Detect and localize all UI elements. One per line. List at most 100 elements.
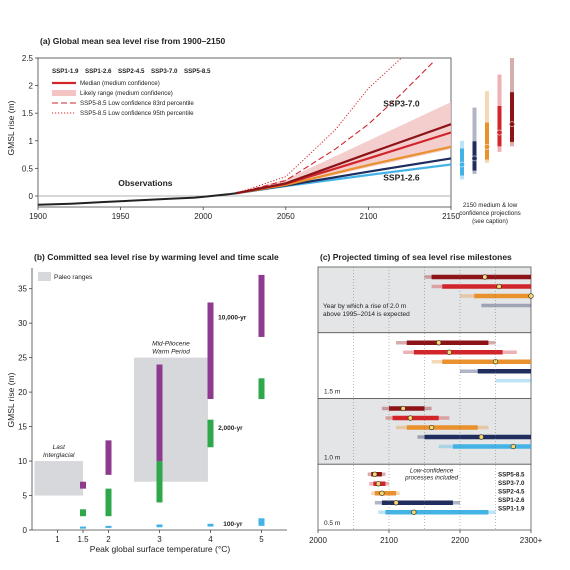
- panel-b-ylabel: GMSL rise (m): [6, 372, 16, 427]
- milestone-label: 0.5 m: [324, 520, 340, 527]
- paleo-label: Interglacial: [43, 452, 75, 459]
- x-tick-label: 2150: [442, 212, 460, 221]
- ssp585-83rd-line: [236, 60, 435, 194]
- bar-100-yr: [80, 526, 86, 529]
- paleo-box: [34, 461, 83, 496]
- legend-swatch-likely: [52, 90, 76, 96]
- y-tick-label: 0: [23, 526, 28, 535]
- median-marker-ssp585: [482, 274, 488, 280]
- x-tick-label: 4: [208, 535, 213, 544]
- observations-line: [37, 192, 237, 206]
- bar-2,000-yr: [156, 461, 163, 503]
- legend-ssp126: SSP1-2.6: [498, 497, 525, 504]
- legend-ssp585: SSP5-8.5: [184, 68, 211, 75]
- x-tick-label: 2000: [309, 536, 327, 545]
- bar-100-yr: [105, 525, 112, 528]
- right-caption-line: 2150 medium & low: [463, 202, 518, 209]
- y-tick-label: 1.5: [22, 109, 34, 118]
- range-bar-median-ssp585: [509, 121, 515, 128]
- legend-ssp245: SSP2-4.5: [118, 68, 145, 75]
- bar-100-yr: [258, 518, 265, 526]
- median-marker-ssp370: [446, 349, 452, 355]
- x-tick-label: 3: [157, 535, 162, 544]
- panel-c-plot: 1.5 m 1.0 m 0.5 m Year by which a rise of 2…: [309, 266, 543, 545]
- ssp585-95th-line: [236, 57, 402, 194]
- timescale-label: 2,000-yr: [218, 425, 243, 432]
- milestone-note: Year by which a rise of 2.0 m: [323, 303, 406, 310]
- panel-b: (b) Committed sea level rise by warming …: [6, 252, 287, 554]
- x-tick-label: 2: [106, 535, 111, 544]
- ssp126-label: SSP1-2.6: [383, 173, 420, 183]
- legend-ssp126: SSP1-2.6: [85, 68, 112, 75]
- median-line-ssp585: [236, 123, 452, 195]
- median-marker-ssp370: [375, 481, 381, 487]
- panel-c-title: (c) Projected timing of sea level rise m…: [320, 252, 512, 262]
- legend-ssp370: SSP3-7.0: [151, 68, 178, 75]
- milestone-note: above 1995–2014 is expected: [323, 311, 410, 318]
- milestone-label: 1.5 m: [324, 389, 340, 396]
- bar-2,000-yr: [258, 378, 265, 399]
- x-tick-label: 2000: [194, 212, 212, 221]
- median-marker-ssp245: [528, 293, 534, 299]
- range-bar-median-ssp126: [471, 155, 478, 162]
- legend-ssp245: SSP2-4.5: [498, 488, 525, 495]
- x-tick-label: 1950: [112, 212, 130, 221]
- panel-c: (c) Projected timing of sea level rise m…: [309, 252, 542, 545]
- y-tick-label: 15: [18, 423, 27, 432]
- y-tick-label: 1: [29, 137, 34, 146]
- panel-b-title: (b) Committed sea level rise by warming …: [34, 252, 279, 262]
- y-tick-label: 0.5: [22, 164, 34, 173]
- y-tick-label: 0: [29, 192, 34, 201]
- timescale-label: 100-yr: [223, 521, 243, 528]
- x-tick-label: 2200: [451, 536, 469, 545]
- likely-range-band: [236, 102, 451, 194]
- low-conf-note: Low-confidence: [410, 467, 454, 474]
- legend-item-label: Likely range (medium confidence): [80, 90, 173, 97]
- median-marker-ssp245: [429, 424, 435, 431]
- legend-item-label: Median (medium confidence): [80, 80, 160, 87]
- y-tick-label: 5: [23, 492, 28, 501]
- range-bar-median-ssp370: [496, 129, 503, 136]
- x-tick-label: 1.5: [77, 535, 89, 544]
- y-tick-label: 10: [18, 457, 27, 466]
- y-tick-label: 25: [18, 354, 27, 363]
- bar-10,000-yr: [105, 440, 112, 475]
- median-marker-ssp245: [492, 359, 499, 365]
- bar-10,000-yr: [156, 364, 163, 462]
- median-marker-ssp119: [411, 509, 417, 515]
- right-caption-line: (see caption): [472, 218, 508, 225]
- bar-10,000-yr: [207, 302, 214, 399]
- median-marker-ssp370: [407, 415, 413, 421]
- y-tick-label: 2.5: [22, 54, 34, 63]
- legend-ssp119: SSP1-1.9: [52, 68, 79, 75]
- x-tick-label: 2100: [380, 536, 398, 545]
- x-tick-label: 5: [259, 535, 264, 544]
- ssp370-label: SSP3-7.0: [383, 99, 420, 109]
- bar-2,000-yr: [80, 509, 86, 517]
- legend-item-label: SSP5-8.5 Low confidence 95th percentile: [80, 110, 194, 117]
- median-marker-ssp585: [436, 340, 442, 346]
- median-marker-ssp245: [379, 490, 385, 496]
- x-tick-label: 2300+: [520, 536, 543, 545]
- bar-10,000-yr: [258, 274, 265, 337]
- median-marker-ssp585: [400, 405, 406, 412]
- legend-item-label: SSP5-8.5 Low confidence 83rd percentile: [80, 100, 194, 107]
- x-tick-label: 2050: [277, 212, 295, 221]
- median-marker-ssp126: [393, 500, 399, 506]
- bar-100-yr: [156, 524, 163, 528]
- legend-paleo-label: Paleo ranges: [54, 274, 93, 281]
- y-tick-label: 30: [18, 319, 27, 328]
- y-tick-label: 2: [29, 82, 34, 91]
- low-conf-note: processes included: [404, 474, 459, 481]
- right-caption-line: confidence projections: [459, 210, 521, 217]
- bar-10,000-yr: [80, 481, 86, 489]
- panel-a-title: (a) Global mean sea level rise from 1900…: [40, 36, 225, 46]
- panel-a: (a) Global mean sea level rise from 1900…: [6, 36, 521, 225]
- legend-ssp119: SSP1-1.9: [498, 505, 525, 512]
- milestone-label: 1.0 m: [324, 454, 340, 461]
- panel-a-ylabel: GMSL rise (m): [6, 100, 16, 155]
- x-tick-label: 1: [55, 535, 60, 544]
- timescale-label: 10,000-yr: [218, 315, 247, 322]
- y-tick-label: 35: [18, 285, 27, 294]
